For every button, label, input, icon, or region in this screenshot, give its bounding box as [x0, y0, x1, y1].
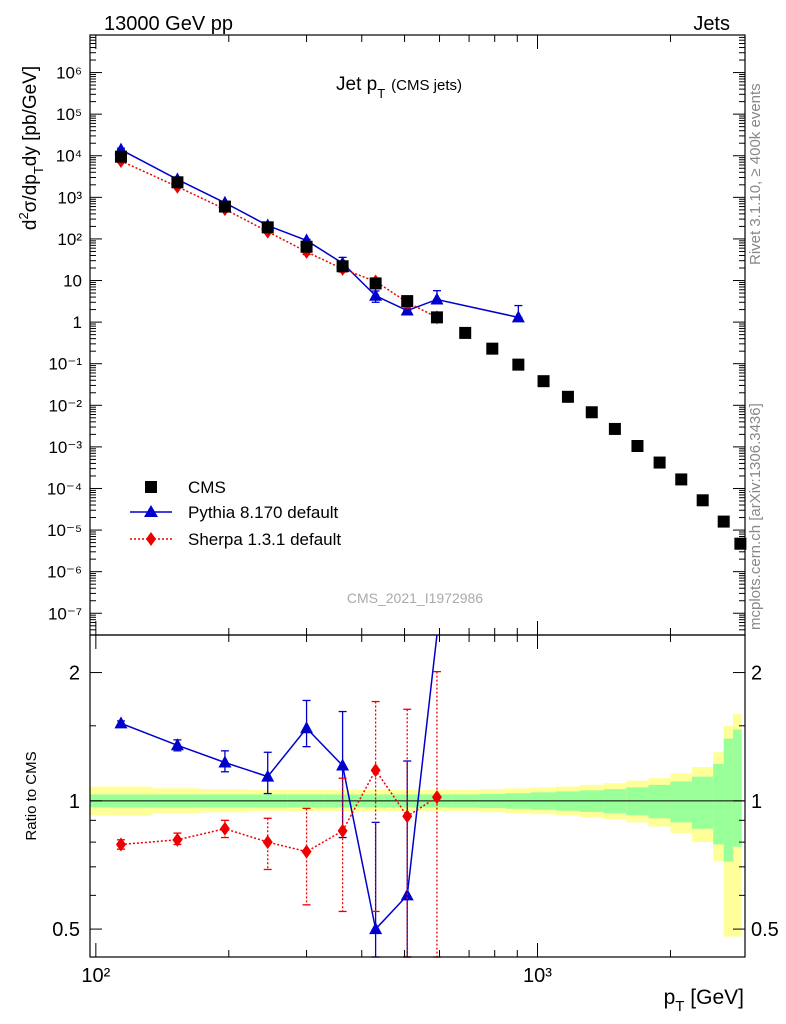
x-tick-label: 10²: [81, 965, 110, 987]
legend: CMS Pythia 8.170 default Sherpa 1.3.1 de…: [130, 478, 341, 549]
axes-layer: 10⁻⁷ 10⁻⁶ 10⁻⁵ 10⁻⁴ 10⁻³ 10⁻² 10⁻¹ 1 10 10² 10³ 10⁴…: [47, 34, 779, 987]
band-inner-segment: [713, 764, 724, 845]
main-y-tick-label: 10³: [57, 188, 82, 207]
band-inner-segment: [670, 781, 693, 823]
main-cms-point: [300, 240, 313, 253]
ratio-y-tick-label: 0.5: [52, 919, 80, 941]
main-y-tick-label: 10⁵: [56, 105, 82, 124]
ratio-pythia-point: [300, 721, 314, 734]
ratio-sherpa-line: [120, 768, 438, 853]
legend-sherpa-label: Sherpa 1.3.1 default: [188, 530, 341, 549]
main-cms-point: [653, 456, 666, 469]
main-y-tick-label: 10⁻³: [48, 438, 82, 457]
ratio-frame: [89, 634, 746, 958]
ratio-ylabel: Ratio to CMS: [23, 751, 40, 840]
main-y-tick-label: 10: [63, 272, 82, 291]
svg-text:d2σ/dpTdy [pb/GeV]: d2σ/dpTdy [pb/GeV]: [16, 66, 46, 230]
header-left: 13000 GeV pp: [104, 13, 233, 35]
main-cms-point: [561, 390, 574, 403]
watermark: CMS_2021_I1972986: [347, 590, 483, 606]
ratio-pythia-point: [261, 769, 275, 782]
x-tick-label: 10³: [523, 965, 552, 987]
main-cms-point: [537, 375, 550, 388]
legend-sherpa-marker: [146, 532, 156, 546]
main-cms-point: [717, 515, 730, 528]
main-pythia-point: [400, 303, 414, 316]
main-cms-point: [218, 200, 231, 213]
ratio-sherpa-point: [337, 823, 348, 838]
ratio-y-tick-label-right: 1: [751, 791, 762, 813]
main-y-tick-label: 10⁻¹: [48, 355, 82, 374]
mcplots-label: mcplots.cern.ch [arXiv:1306.3436]: [747, 403, 764, 630]
title-sub: T: [377, 86, 385, 101]
main-y-tick-label: 10⁻⁴: [47, 479, 82, 498]
main-pythia-point: [511, 310, 525, 323]
rivet-label: Rivet 3.1.10, ≥ 400k events: [747, 83, 764, 265]
main-y-tick-label: 10⁻⁶: [47, 563, 82, 582]
main-cms-point: [608, 422, 621, 435]
ratio-sherpa-point: [370, 763, 381, 778]
main-cms-point: [585, 406, 598, 419]
main-cms-point: [401, 295, 414, 308]
band-inner-segment: [648, 784, 671, 819]
ratio-y-tick-label-right: 2: [751, 663, 762, 685]
main-pythia-point: [369, 288, 383, 301]
legend-pythia-label: Pythia 8.170 default: [188, 503, 339, 522]
main-cms-point: [486, 342, 499, 355]
band-inner-segment: [692, 776, 714, 829]
main-cms-point: [512, 358, 525, 371]
band-inner-segment: [723, 738, 733, 862]
ratio-y-tick-label: 2: [69, 663, 80, 685]
main-cms-point: [675, 473, 688, 486]
main-y-tick-label: 10⁶: [56, 64, 82, 83]
title-extra: (CMS jets): [391, 77, 462, 94]
ratio-y-tick-label: 1: [69, 791, 80, 813]
main-title: Jet pT (CMS jets): [336, 74, 462, 101]
ratio-sherpa-point: [172, 832, 183, 847]
main-y-tick-label: 1: [73, 313, 82, 332]
main-pythia-line: [120, 149, 519, 319]
ratio-sherpa-point: [115, 837, 126, 852]
legend-pythia-marker: [144, 505, 158, 517]
main-cms-point: [369, 277, 382, 290]
main-cms-point: [430, 311, 443, 324]
main-pythia-point: [430, 292, 444, 305]
ratio-pythia-point: [218, 755, 232, 768]
ratio-pythia-point: [170, 738, 184, 751]
band-inner-segment: [732, 729, 742, 847]
main-sherpa-line: [120, 160, 438, 319]
main-y-tick-label: 10²: [57, 230, 82, 249]
main-ylabel: d2σ/dpTdy [pb/GeV]: [16, 66, 46, 230]
legend-cms-marker: [145, 481, 157, 493]
ratio-pythia-line: [120, 634, 438, 931]
main-y-tick-label: 10⁻⁵: [47, 521, 82, 540]
main-y-tick-label: 10⁻²: [48, 396, 82, 415]
main-cms-point: [261, 221, 274, 234]
ratio-sherpa-point: [301, 844, 312, 859]
ratio-sherpa-point: [219, 821, 230, 836]
title-main: Jet p: [336, 74, 377, 95]
band-inner-segment: [626, 787, 649, 816]
x-axis-label: pT [GeV]: [664, 986, 744, 1015]
data-layer: [114, 142, 747, 958]
ratio-sherpa-point: [262, 835, 273, 850]
ratio-pythia-point: [114, 716, 128, 729]
main-cms-point: [696, 494, 709, 507]
main-cms-point: [631, 440, 644, 453]
legend-cms-label: CMS: [188, 478, 226, 497]
ratio-uncertainty-band: [90, 713, 745, 937]
ratio-sherpa-point: [431, 790, 442, 805]
main-cms-point: [459, 326, 472, 339]
main-cms-point: [171, 176, 184, 189]
main-cms-point: [336, 260, 349, 273]
ratio-y-tick-label-right: 0.5: [751, 919, 779, 941]
main-cms-point: [114, 150, 127, 163]
main-y-tick-label: 10⁴: [56, 147, 82, 166]
ratio-pythia-point: [369, 922, 383, 935]
ratio-sherpa-point: [402, 809, 413, 824]
main-y-tick-label: 10⁻⁷: [48, 604, 82, 623]
ratio-pythia-point: [336, 758, 350, 771]
header-right: Jets: [693, 13, 730, 35]
